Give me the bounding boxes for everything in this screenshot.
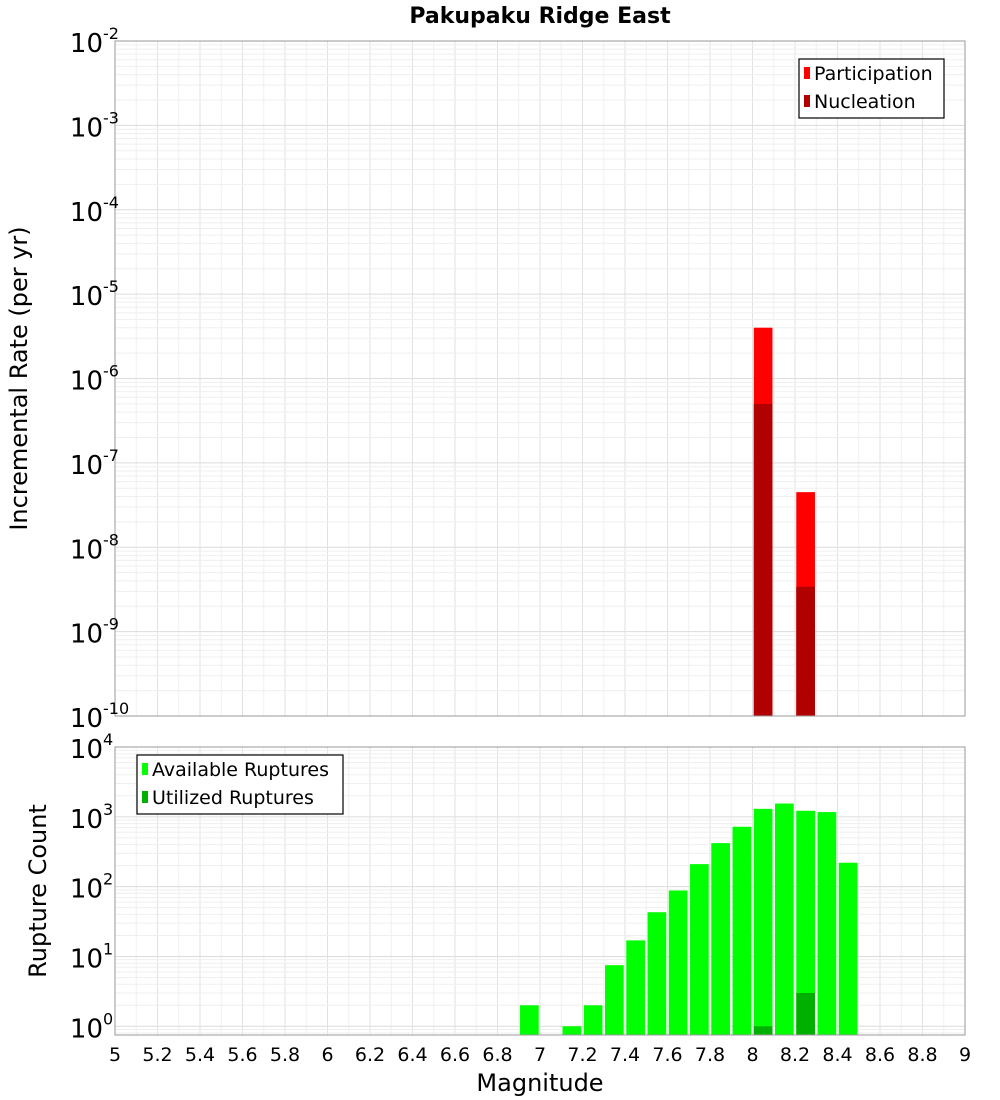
bar-available-ruptures <box>732 826 752 1035</box>
x-tick-label: 7 <box>534 1044 546 1066</box>
x-tick-label: 6.2 <box>355 1044 385 1066</box>
bar-available-ruptures <box>583 1005 603 1035</box>
x-tick-label: 5.2 <box>142 1044 172 1066</box>
legend-swatch <box>142 791 148 803</box>
plot-border <box>114 40 966 717</box>
y-tick-base: 10 <box>70 944 103 974</box>
x-tick-label: 6.4 <box>397 1044 427 1066</box>
legend-swatch <box>804 95 810 107</box>
x-tick-label: 6 <box>321 1044 333 1066</box>
bar-available-ruptures <box>775 803 794 1035</box>
y-tick-base: 10 <box>70 451 103 481</box>
bar-available-ruptures <box>753 808 773 1035</box>
y-tick-base: 10 <box>70 704 103 734</box>
y-tick-base: 10 <box>70 367 103 397</box>
y-tick-base: 10 <box>70 282 103 312</box>
y-tick-base: 10 <box>70 1014 103 1044</box>
y-tick-base: 10 <box>70 198 103 228</box>
x-tick-label: 7.6 <box>652 1044 682 1066</box>
y-tick-base: 10 <box>70 735 103 765</box>
legend: Available Ruptures Utilized Ruptures <box>136 754 344 815</box>
legend-entry: Participation <box>814 63 933 85</box>
y-tick-exponent: -5 <box>103 277 119 296</box>
bar-utilized-ruptures <box>753 1026 773 1035</box>
y-tick-exponent: 2 <box>103 870 113 889</box>
y-tick-exponent: 3 <box>103 800 113 819</box>
y-tick-exponent: -3 <box>103 108 119 127</box>
legend-box <box>136 754 344 815</box>
x-tick-label: 5 <box>109 1044 121 1066</box>
x-tick-label: 8.2 <box>780 1044 810 1066</box>
bar-available-ruptures <box>690 864 709 1035</box>
x-tick-label: 8 <box>746 1044 758 1066</box>
legend: Participation Nucleation <box>798 58 945 119</box>
y-tick-base: 10 <box>70 535 103 565</box>
bar-available-ruptures <box>605 965 624 1035</box>
bar-available-ruptures <box>562 1026 582 1035</box>
bar-utilized-ruptures <box>796 992 815 1035</box>
y-axis-label: Incremental Rate (per yr) <box>5 226 33 530</box>
x-tick-label: 8.6 <box>865 1044 895 1066</box>
legend-entry: Nucleation <box>814 91 916 113</box>
x-tick-label: 8.4 <box>822 1044 852 1066</box>
y-tick-exponent: -2 <box>103 24 119 43</box>
y-tick-base: 10 <box>70 875 103 905</box>
y-tick-base: 10 <box>70 29 103 59</box>
bar-available-ruptures <box>711 843 730 1035</box>
bar-available-ruptures <box>626 940 645 1035</box>
plot-border <box>114 746 966 1036</box>
legend-swatch <box>804 67 810 79</box>
y-tick-exponent: -7 <box>103 446 119 465</box>
y-tick-base: 10 <box>70 805 103 835</box>
y-tick-exponent: 0 <box>103 1009 113 1028</box>
bar-available-ruptures <box>817 812 837 1035</box>
x-tick-label: 5.8 <box>270 1044 300 1066</box>
x-tick-label: 5.4 <box>185 1044 215 1066</box>
y-tick-base: 10 <box>70 620 103 650</box>
x-tick-label: 7.8 <box>695 1044 725 1066</box>
bar-available-ruptures <box>838 862 858 1035</box>
y-tick-exponent: 1 <box>103 939 113 958</box>
y-tick-exponent: -6 <box>103 362 119 381</box>
legend-entry: Utilized Ruptures <box>152 787 314 809</box>
x-tick-label: 7.2 <box>567 1044 597 1066</box>
y-axis-label: Rupture Count <box>24 804 52 978</box>
x-tick-label: 9 <box>959 1044 971 1066</box>
chart-title: Pakupaku Ridge East <box>409 4 671 29</box>
x-tick-label: 5.6 <box>227 1044 257 1066</box>
legend-swatch <box>142 763 148 775</box>
x-tick-label: 6.6 <box>440 1044 470 1066</box>
y-tick-exponent: -4 <box>103 193 119 212</box>
y-tick-exponent: -10 <box>103 699 129 718</box>
x-tick-label: 6.8 <box>482 1044 512 1066</box>
x-tick-label: 8.8 <box>907 1044 937 1066</box>
bar-available-ruptures <box>520 1005 539 1035</box>
legend-box <box>798 58 945 119</box>
legend-entry: Available Ruptures <box>152 759 329 781</box>
y-tick-exponent: -8 <box>103 530 119 549</box>
bar-available-ruptures <box>668 890 688 1035</box>
x-tick-label: 7.4 <box>610 1044 640 1066</box>
bar-available-ruptures <box>647 912 667 1035</box>
x-axis-label: Magnitude <box>476 1069 603 1097</box>
bar-available-ruptures <box>796 810 815 1035</box>
y-tick-exponent: -9 <box>103 615 119 634</box>
bar-nucleation <box>753 403 773 716</box>
y-tick-exponent: 4 <box>103 730 113 749</box>
bar-nucleation <box>796 586 815 716</box>
y-tick-base: 10 <box>70 113 103 143</box>
